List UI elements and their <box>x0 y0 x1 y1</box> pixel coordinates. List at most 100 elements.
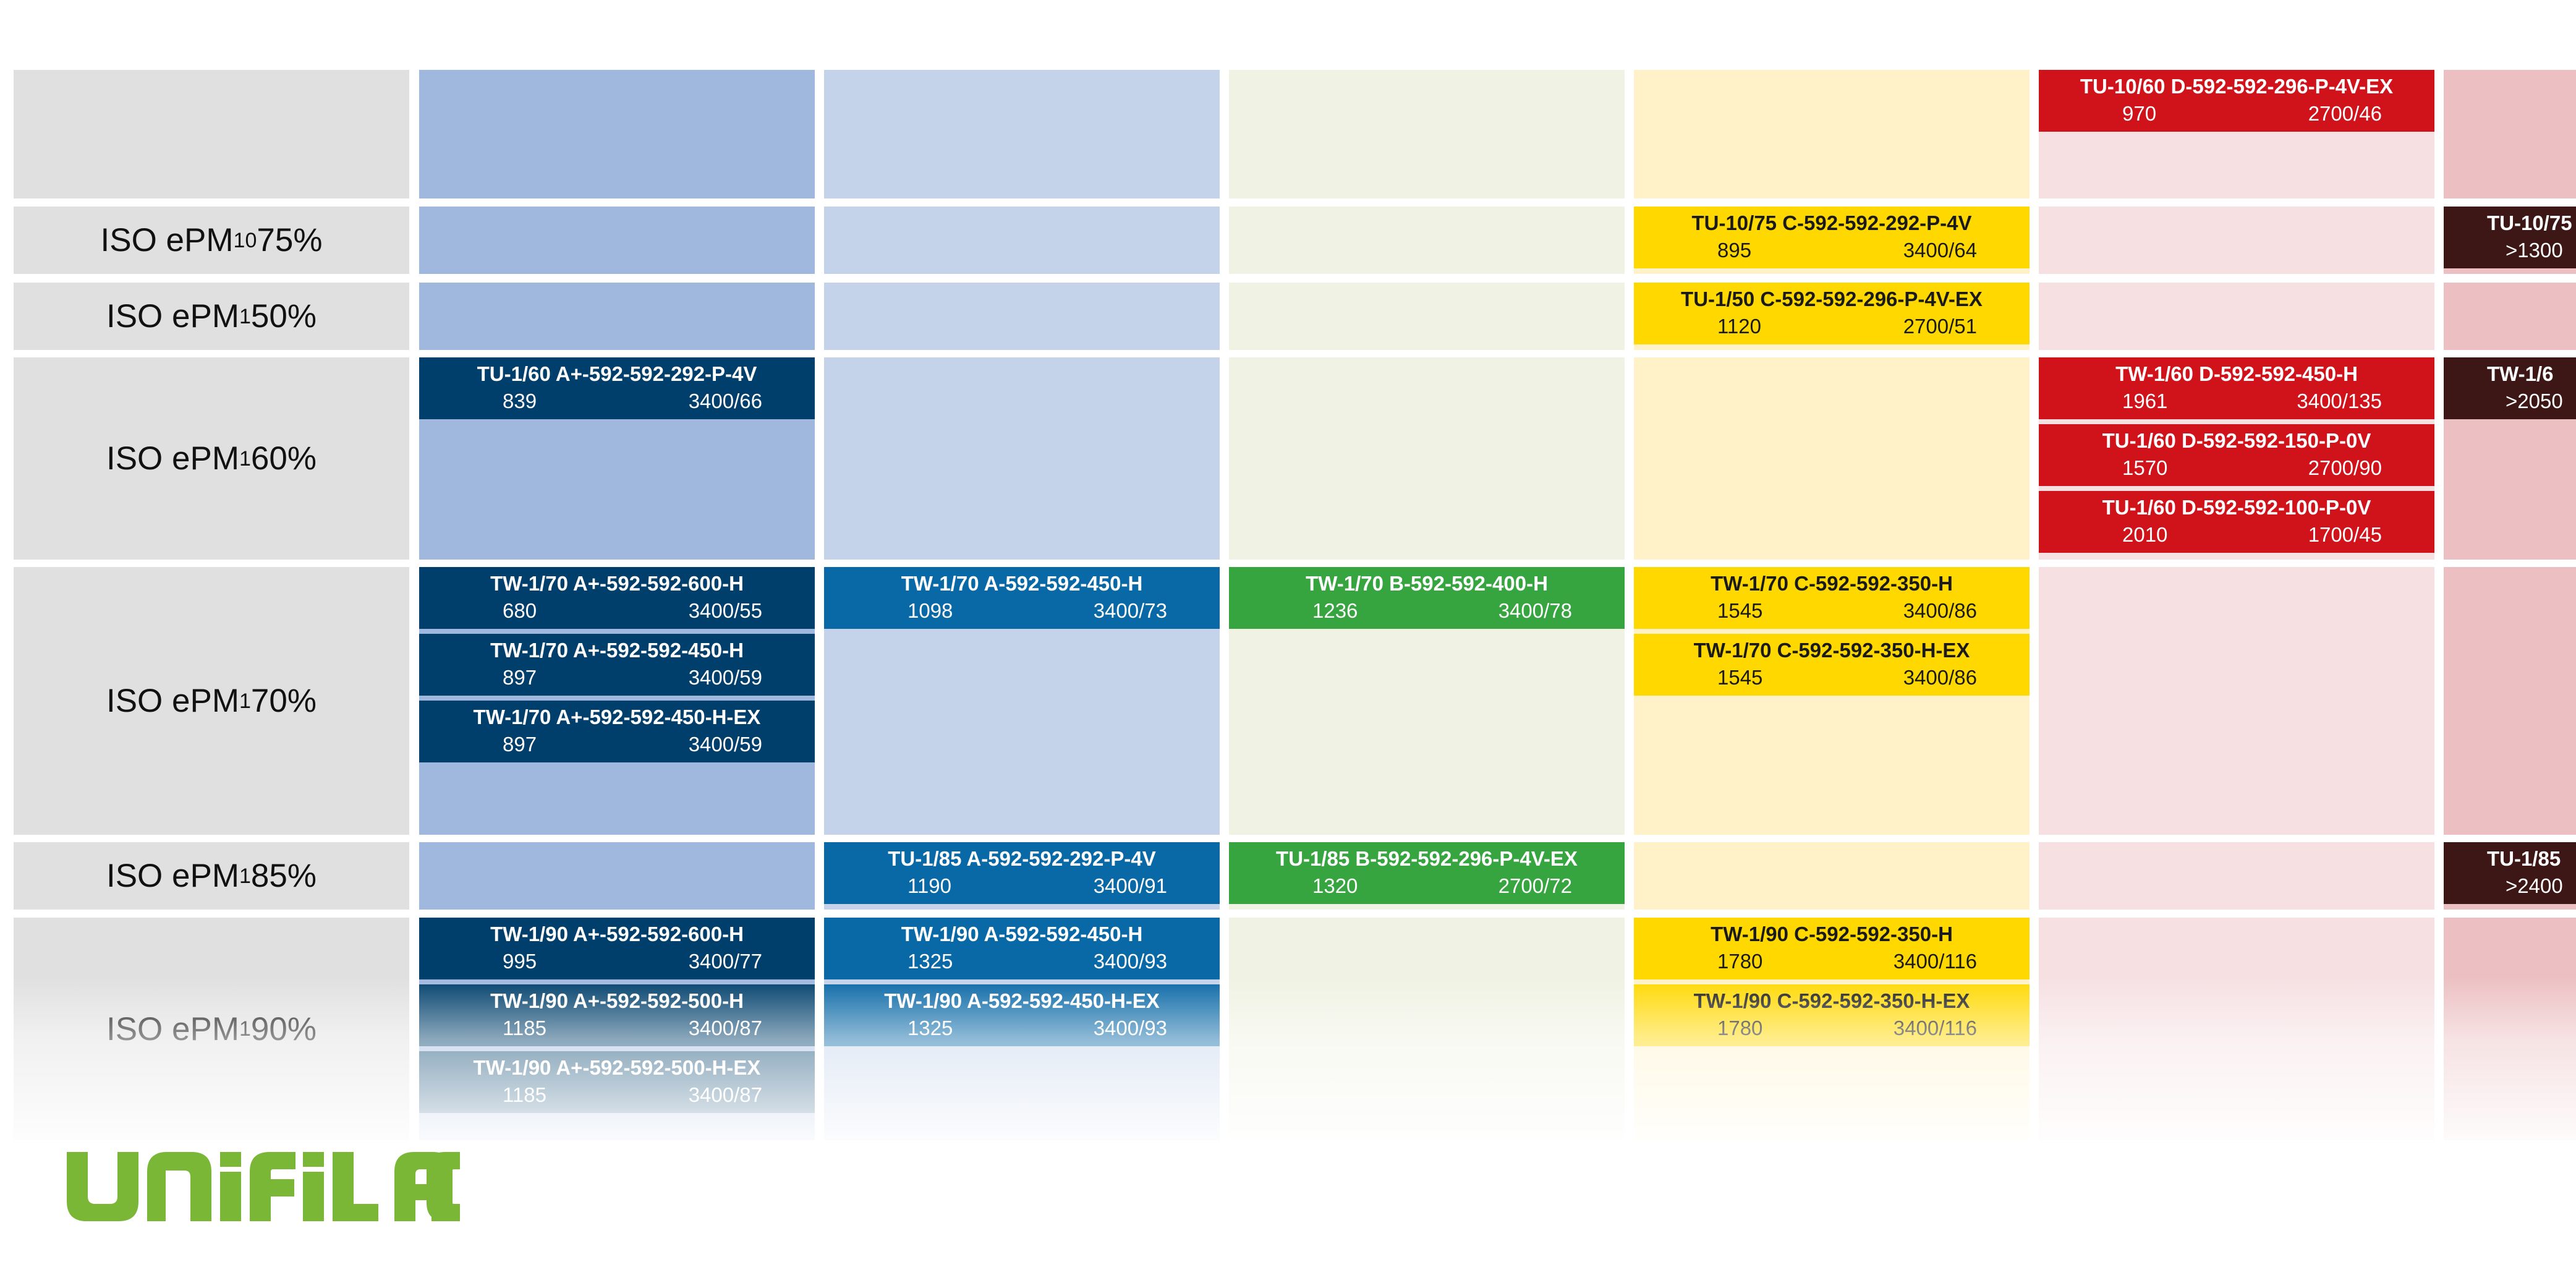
product-value-b: 3400/59 <box>688 666 762 689</box>
product-code: TW-1/90 C-592-592-350-H <box>1711 923 1953 945</box>
row-label-cell <box>14 283 409 350</box>
matrix-cell <box>2444 283 2576 350</box>
product-code: TW-1/70 C-592-592-350-H-EX <box>1693 639 1970 662</box>
unifil-logo-graphic <box>67 1152 460 1221</box>
row-label-suffix: 60% <box>250 440 317 477</box>
row-label-cell <box>14 357 409 560</box>
product-value-a: 1098 <box>908 599 953 622</box>
product-card[interactable]: TU-1/50 C-592-592-296-P-4V-EX 1120 2700/51 <box>1634 283 2030 344</box>
matrix-cell <box>824 357 1220 560</box>
row-label: ISO ePM 1 70% <box>106 683 317 719</box>
product-value-b: 3400/78 <box>1498 599 1572 622</box>
product-card[interactable]: TW-1/90 C-592-592-350-H 1780 3400/116 <box>1634 918 2030 979</box>
product-card[interactable]: TW-1/90 A-592-592-450-H-EX 1325 3400/93 <box>824 984 1220 1046</box>
product-code: TW-1/70 A+-592-592-450-H-EX <box>473 706 761 728</box>
row-label-cell <box>14 842 409 910</box>
product-code: TU-1/60 D-592-592-100-P-0V <box>2102 496 2371 519</box>
product-card[interactable]: TW-1/70 A+-592-592-600-H 680 3400/55 <box>419 567 815 629</box>
matrix-cell <box>2444 567 2576 835</box>
product-card[interactable]: TU-1/60 D-592-592-150-P-0V 1570 2700/90 <box>2039 424 2434 486</box>
product-card[interactable]: TW-1/90 A+-592-592-600-H 995 3400/77 <box>419 918 815 979</box>
product-value-a: >2400 <box>2506 874 2563 897</box>
product-value-a: 680 <box>503 599 537 622</box>
row-label <box>14 70 409 198</box>
matrix-cell <box>419 842 815 910</box>
product-card[interactable]: TW-1/60 D-592-592-450-H 1961 3400/135 <box>2039 357 2434 419</box>
product-card[interactable]: TW-1/70 A+-592-592-450-H-EX 897 3400/59 <box>419 701 815 762</box>
product-card[interactable]: TU-10/60 D-592-592-296-P-4V-EX 970 2700/46 <box>2039 70 2434 132</box>
product-value-b: 3400/93 <box>1093 950 1167 973</box>
matrix-cell <box>2444 70 2576 198</box>
product-value-a: 1325 <box>908 1017 953 1039</box>
product-card[interactable]: TW-1/70 A-592-592-450-H 1098 3400/73 <box>824 567 1220 629</box>
matrix-cell <box>2039 842 2434 910</box>
product-value-a: 1325 <box>908 950 953 973</box>
product-value-a: 1185 <box>503 1017 546 1039</box>
matrix-cell <box>1229 918 1625 1140</box>
product-value-a: 1120 <box>1717 315 1761 338</box>
row-label-prefix: ISO ePM <box>106 440 239 477</box>
product-card[interactable]: TW-1/90 A+-592-592-500-H 1185 3400/87 <box>419 984 815 1046</box>
product-card[interactable]: TU-1/60 A+-592-592-292-P-4V 839 3400/66 <box>419 357 815 419</box>
product-code: TU-1/50 C-592-592-296-P-4V-EX <box>1681 288 1983 310</box>
matrix-cell <box>1229 207 1625 274</box>
product-code: TW-1/70 A+-592-592-600-H <box>490 572 744 595</box>
product-value-b: 3400/93 <box>1093 1017 1167 1039</box>
matrix-cell <box>419 70 815 198</box>
row-label-suffix: 90% <box>250 1010 317 1047</box>
product-value-a: 1185 <box>503 1083 546 1106</box>
product-card[interactable]: TU-1/85 A-592-592-292-P-4V 1190 3400/91 <box>824 842 1220 904</box>
product-value-a: 1570 <box>2122 456 2168 479</box>
matrix-cell <box>2444 918 2576 1140</box>
row-label-prefix: ISO ePM <box>100 222 234 258</box>
product-card[interactable]: TW-1/70 A+-592-592-450-H 897 3400/59 <box>419 634 815 696</box>
product-card[interactable]: TU-10/75 >1300 <box>2444 207 2576 268</box>
row-label-cell <box>14 207 409 274</box>
product-card[interactable]: TW-1/70 C-592-592-350-H 1545 3400/86 <box>1634 567 2030 629</box>
matrix-cell <box>824 283 1220 350</box>
product-value-a: 895 <box>1717 239 1752 262</box>
product-value-b: 3400/86 <box>1903 599 1977 622</box>
row-label: ISO ePM 1 85% <box>106 858 317 894</box>
product-value-b: 3400/87 <box>688 1083 762 1106</box>
row-label-suffix: 85% <box>250 858 317 894</box>
product-code: TU-1/85 A-592-592-292-P-4V <box>888 847 1156 870</box>
matrix-cell <box>1229 283 1625 350</box>
product-card[interactable]: TW-1/90 C-592-592-350-H-EX 1780 3400/116 <box>1634 984 2030 1046</box>
product-value-a: 897 <box>503 733 537 756</box>
product-code: TW-1/60 D-592-592-450-H <box>2115 362 2358 385</box>
row-label-prefix: ISO ePM <box>106 1010 239 1047</box>
product-card[interactable]: TW-1/70 B-592-592-400-H 1236 3400/78 <box>1229 567 1625 629</box>
product-card[interactable]: TU-1/85 B-592-592-296-P-4V-EX 1320 2700/72 <box>1229 842 1625 904</box>
product-card[interactable]: TW-1/6 >2050 <box>2444 357 2576 419</box>
row-label: ISO ePM 1 50% <box>106 298 317 335</box>
row-label: ISO ePM 10 75% <box>100 222 323 258</box>
product-card[interactable]: TW-1/90 A-592-592-450-H 1325 3400/93 <box>824 918 1220 979</box>
product-card[interactable]: TW-1/90 A+-592-592-500-H-EX 1185 3400/87 <box>419 1051 815 1113</box>
product-code: TU-1/85 B-592-592-296-P-4V-EX <box>1276 847 1578 870</box>
product-value-a: >2050 <box>2506 390 2563 412</box>
product-code: TU-1/60 D-592-592-150-P-0V <box>2102 429 2371 452</box>
product-card[interactable]: TU-1/85 >2400 <box>2444 842 2576 904</box>
product-value-b: 1700/45 <box>2308 523 2382 546</box>
product-code: TU-1/60 A+-592-592-292-P-4V <box>477 362 757 385</box>
row-label-cell <box>14 70 409 198</box>
product-card[interactable]: TW-1/70 C-592-592-350-H-EX 1545 3400/86 <box>1634 634 2030 696</box>
product-value-b: 2700/46 <box>2308 102 2382 125</box>
product-value-a: >1300 <box>2506 239 2563 262</box>
product-value-a: 1780 <box>1717 1017 1763 1039</box>
matrix-cell <box>1634 70 2030 198</box>
product-value-b: 3400/73 <box>1093 599 1167 622</box>
matrix-cell <box>2039 567 2434 835</box>
product-code: TW-1/90 A-592-592-450-H-EX <box>884 989 1160 1012</box>
product-value-a: 1545 <box>1717 599 1763 622</box>
product-code: TW-1/90 A+-592-592-600-H <box>490 923 744 945</box>
matrix-cell <box>419 283 815 350</box>
product-card[interactable]: TU-1/60 D-592-592-100-P-0V 2010 1700/45 <box>2039 491 2434 553</box>
matrix-cell <box>824 207 1220 274</box>
product-code: TU-10/75 C-592-592-292-P-4V <box>1691 211 1972 234</box>
product-value-b: 3400/87 <box>688 1017 762 1039</box>
matrix-cell <box>2039 918 2434 1140</box>
product-card[interactable]: TU-10/75 C-592-592-292-P-4V 895 3400/64 <box>1634 207 2030 268</box>
